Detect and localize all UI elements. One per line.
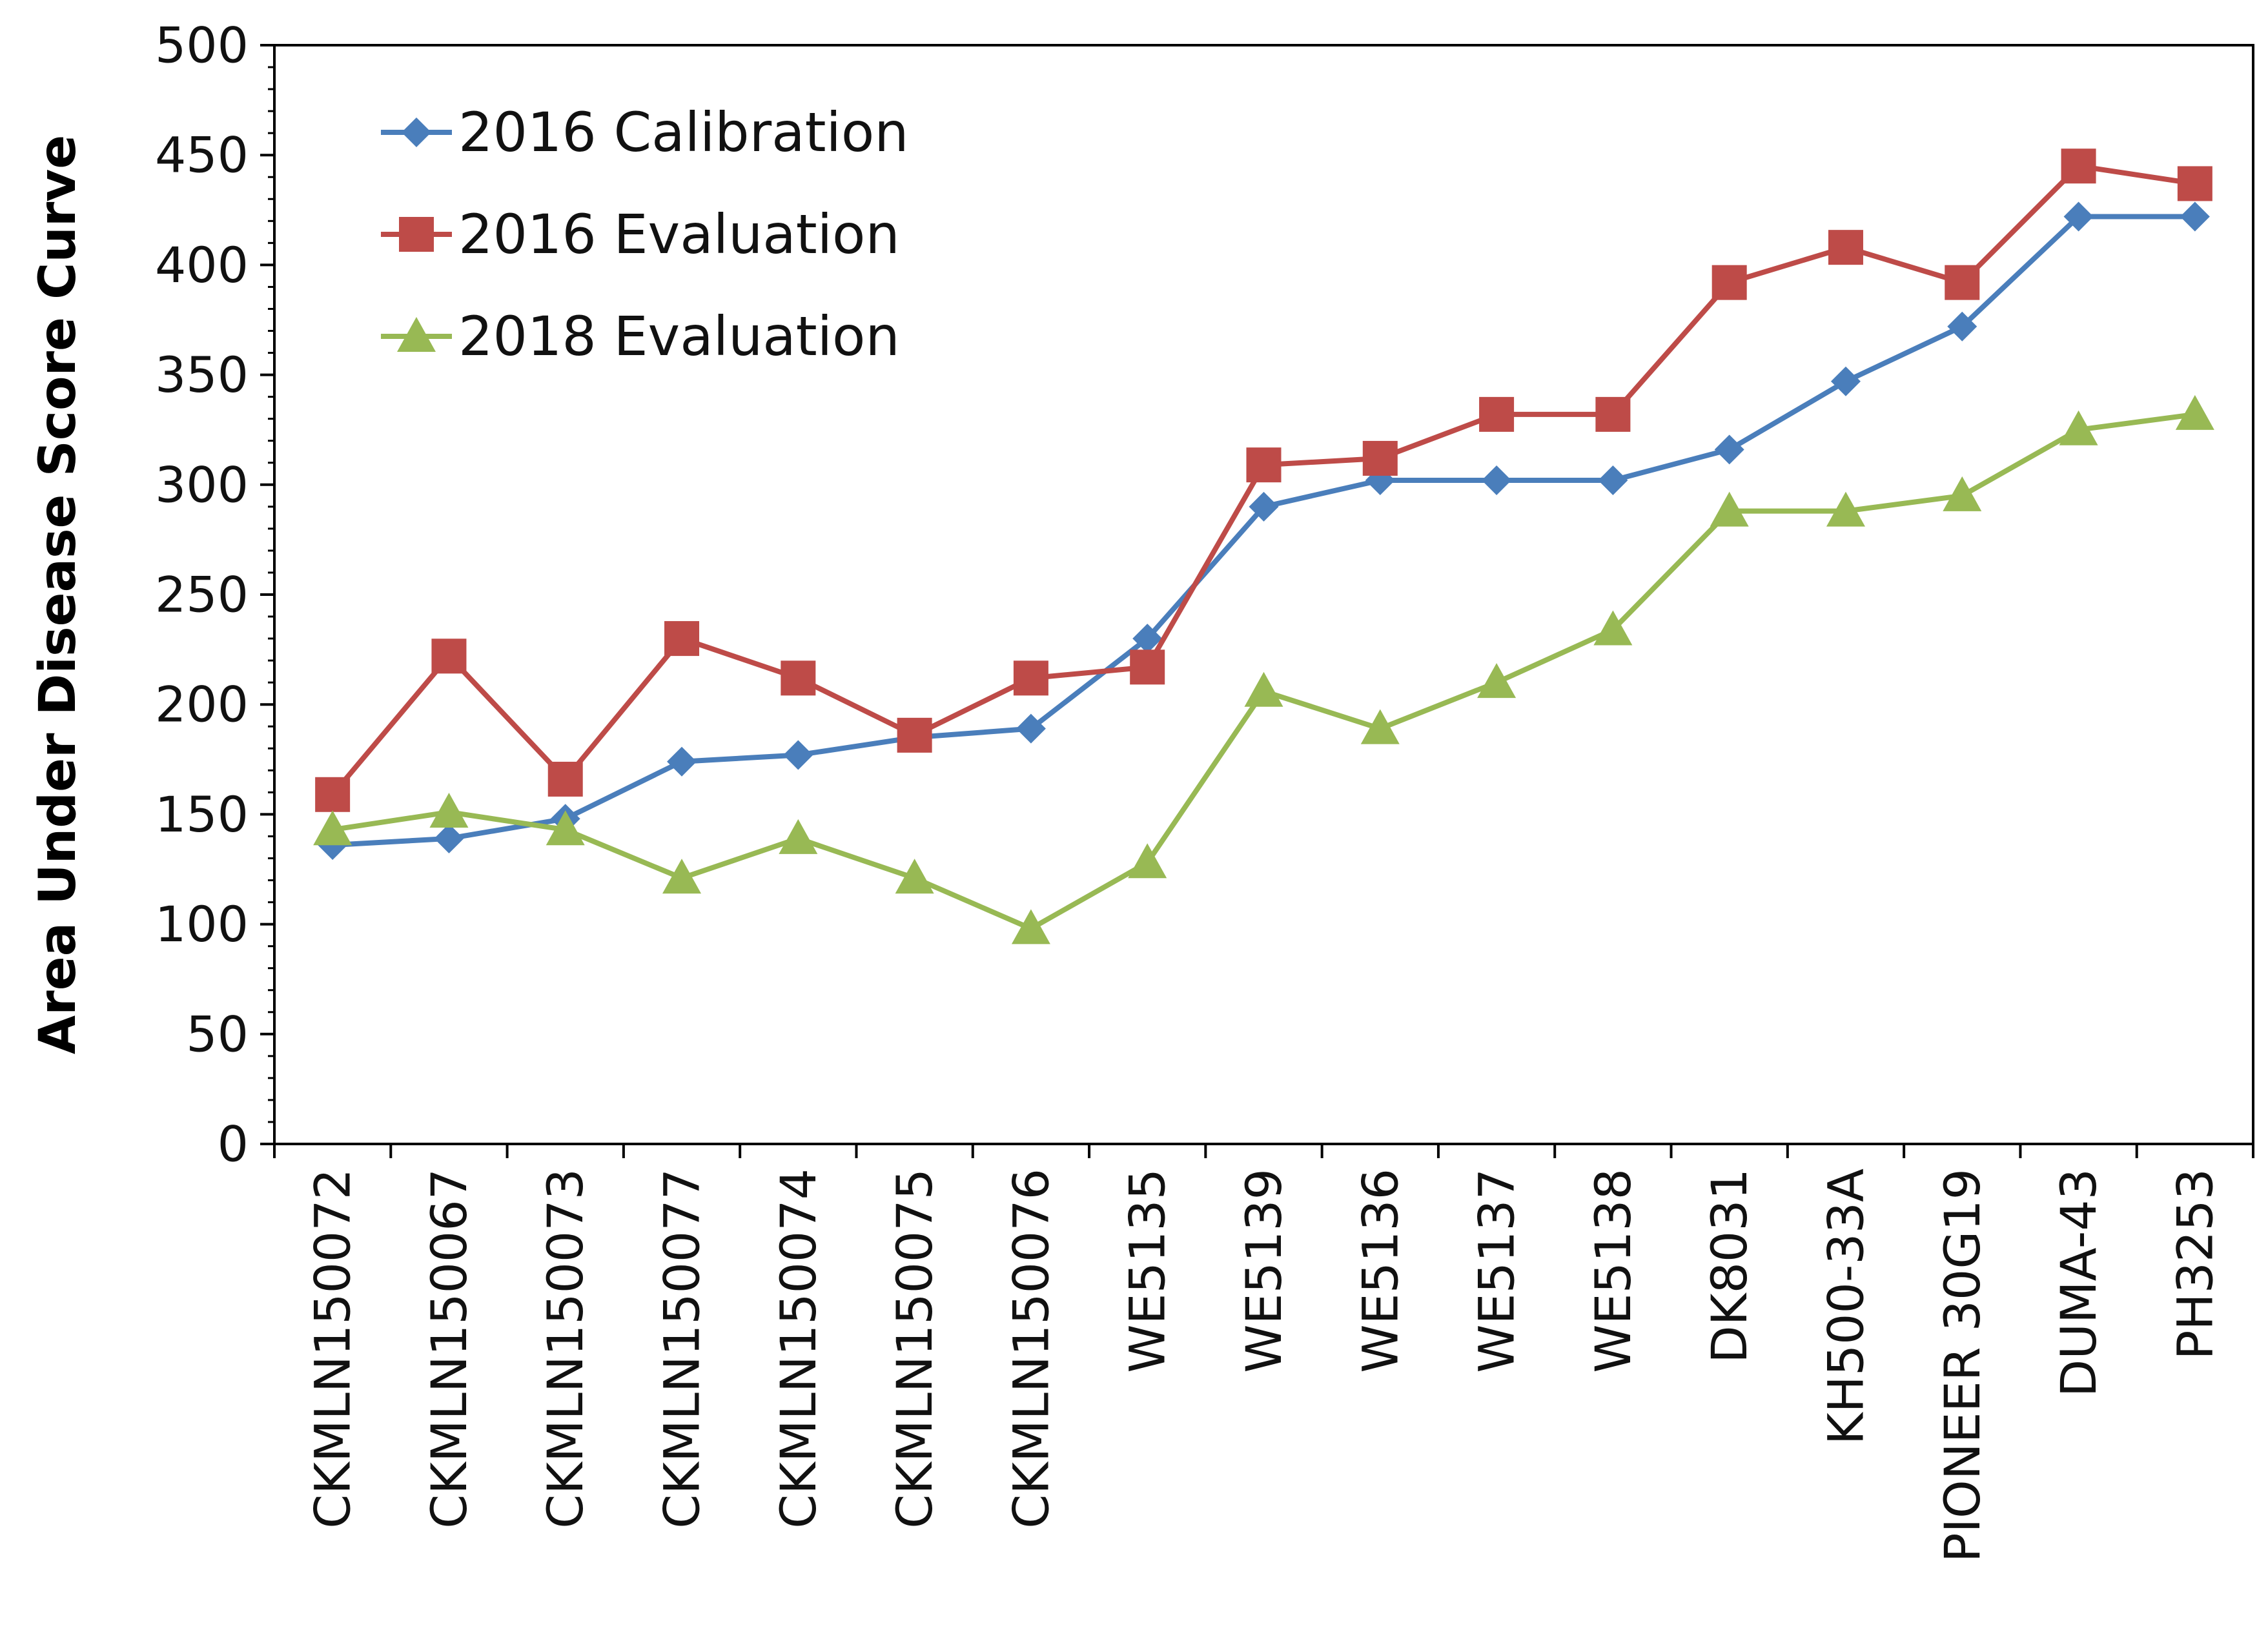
series-layer	[313, 148, 2214, 944]
y-tick-label: 100	[155, 895, 249, 953]
data-point-series-2	[781, 660, 816, 696]
data-point-series-1	[667, 746, 697, 777]
data-point-series-3	[779, 819, 818, 854]
x-category-label: DUMA-43	[2050, 1168, 2107, 1397]
data-point-series-1	[1714, 434, 1744, 465]
data-point-series-3	[2059, 410, 2098, 445]
data-point-series-2	[897, 717, 932, 753]
legend-label: 2018 Evaluation	[458, 305, 900, 368]
data-point-series-2	[431, 638, 467, 674]
data-point-series-1	[1016, 713, 1046, 744]
y-tick-label: 0	[218, 1116, 249, 1173]
data-point-series-2	[1246, 447, 1282, 483]
data-point-series-1	[1830, 366, 1861, 396]
x-category-label: WE5136	[1351, 1168, 1409, 1373]
y-tick-label: 300	[155, 456, 249, 513]
data-point-series-1	[434, 823, 464, 853]
y-tick-label: 200	[155, 676, 249, 733]
x-category-label: KH500-33A	[1817, 1168, 1874, 1445]
data-point-series-2	[1013, 660, 1048, 696]
data-point-series-1	[1249, 491, 1279, 522]
data-point-series-1	[1947, 311, 1977, 342]
y-tick-label: 150	[155, 786, 249, 843]
x-category-label: CKMLN150072	[304, 1168, 362, 1529]
y-tick-label: 500	[155, 17, 249, 74]
x-category-label: WE5135	[1119, 1168, 1176, 1373]
x-category-label: CKMLN150075	[886, 1168, 943, 1529]
data-point-series-2	[1828, 230, 1863, 265]
data-point-series-2	[315, 777, 351, 812]
data-point-series-2	[547, 761, 583, 797]
data-point-series-2	[1945, 265, 1980, 300]
data-point-series-2	[1130, 649, 1165, 685]
data-point-series-3	[662, 859, 702, 894]
legend-marker	[397, 317, 436, 352]
y-tick-label: 350	[155, 346, 249, 403]
x-category-label: DK8031	[1701, 1168, 1758, 1363]
data-point-series-2	[2061, 148, 2096, 184]
legend-marker	[399, 217, 434, 252]
x-category-label: CKMLN150074	[770, 1168, 827, 1529]
x-category-label: CKMLN150067	[420, 1168, 478, 1529]
data-point-series-1	[2063, 201, 2094, 232]
data-point-series-1	[2180, 201, 2210, 232]
data-point-series-2	[2177, 166, 2212, 201]
x-category-label: PIONEER 30G19	[1934, 1168, 1991, 1562]
data-point-series-3	[895, 859, 934, 894]
y-tick-label: 450	[155, 127, 249, 184]
legend-label: 2016 Evaluation	[458, 203, 900, 266]
x-category-label: WE5137	[1468, 1168, 1526, 1373]
legend-label: 2016 Calibration	[458, 101, 909, 164]
y-tick-label: 400	[155, 236, 249, 294]
data-point-series-2	[1595, 396, 1631, 432]
y-axis-title: Area Under Disease Score Curve	[29, 135, 87, 1054]
axes: 0 50 100 150 200 250 300 350 400 450 500 CKMLN15007…	[29, 17, 2254, 1562]
data-point-series-2	[1479, 396, 1515, 432]
data-point-series-3	[2175, 394, 2214, 430]
y-tick-label: 250	[155, 566, 249, 624]
x-category-label: WE5138	[1584, 1168, 1642, 1373]
data-point-series-3	[1244, 671, 1283, 707]
data-point-series-3	[1826, 491, 1865, 527]
data-point-series-3	[546, 810, 585, 846]
data-point-series-3	[1360, 709, 1400, 744]
x-category-label: CKMLN150073	[536, 1168, 594, 1529]
data-point-series-3	[313, 810, 352, 846]
data-point-series-3	[429, 792, 469, 828]
legend-marker	[402, 117, 431, 147]
data-point-series-3	[1128, 843, 1167, 879]
x-category-label: CKMLN150076	[1002, 1168, 1059, 1529]
data-point-series-3	[1943, 476, 1982, 511]
data-point-series-1	[783, 740, 813, 770]
data-point-series-3	[1710, 491, 1749, 527]
data-point-series-1	[1598, 465, 1628, 495]
x-category-label: PH3253	[2166, 1168, 2223, 1360]
x-category-label: WE5139	[1235, 1168, 1292, 1373]
x-category-label: CKMLN150077	[653, 1168, 711, 1529]
data-point-series-3	[1477, 663, 1517, 699]
legend: 2016 Calibration 2016 Evaluation 2018 Eval…	[381, 101, 909, 368]
y-tick-label: 50	[186, 1005, 249, 1063]
data-point-series-2	[1362, 440, 1398, 476]
data-point-series-2	[664, 621, 700, 657]
data-point-series-1	[1132, 624, 1163, 654]
data-point-series-2	[1711, 265, 1747, 300]
series-line-3	[332, 411, 2196, 932]
data-point-series-3	[1593, 610, 1633, 646]
data-point-series-3	[1011, 909, 1050, 944]
data-point-series-1	[1482, 465, 1512, 495]
